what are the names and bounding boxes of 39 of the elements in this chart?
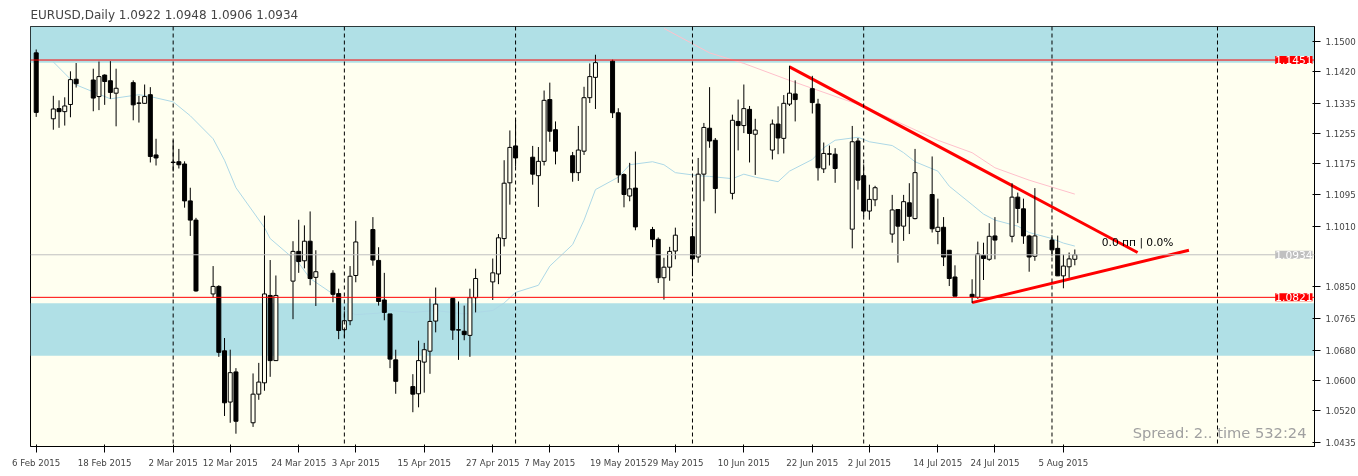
x-tick-label: 24 Mar 2015 bbox=[271, 457, 327, 468]
chart-title: EURUSD,Daily 1.0922 1.0948 1.0906 1.0934 bbox=[30, 7, 299, 22]
x-tick-label: 10 Jun 2015 bbox=[717, 457, 770, 468]
ref-line-label: 1.1451 bbox=[1275, 54, 1313, 68]
y-tick-label: 1.1010 bbox=[1325, 221, 1356, 232]
y-tick-label: 1.1255 bbox=[1325, 129, 1356, 140]
x-tick-label: 29 May 2015 bbox=[647, 457, 704, 468]
y-tick-label: 1.1420 bbox=[1325, 67, 1356, 78]
ref-line-label: 1.0821 bbox=[1275, 291, 1313, 305]
x-tick-label: 19 May 2015 bbox=[590, 457, 647, 468]
x-tick-label: 2 Jul 2015 bbox=[847, 457, 892, 468]
y-tick-label: 1.0765 bbox=[1325, 313, 1356, 324]
y-tick-label: 1.1095 bbox=[1325, 189, 1356, 200]
candlestick bbox=[809, 75, 815, 115]
x-tick-label: 18 Feb 2015 bbox=[77, 457, 132, 468]
x-tick-label: 5 Aug 2015 bbox=[1038, 457, 1089, 468]
x-tick-label: 7 May 2015 bbox=[524, 457, 576, 468]
y-tick-label: 1.0435 bbox=[1325, 438, 1356, 449]
y-tick-label: 1.0520 bbox=[1325, 406, 1356, 417]
y-tick-label: 1.1500 bbox=[1325, 37, 1356, 48]
x-tick-label: 15 Apr 2015 bbox=[397, 457, 452, 468]
candlestick bbox=[473, 268, 479, 313]
x-tick-label: 22 Jun 2015 bbox=[786, 457, 839, 468]
y-tick-label: 1.1335 bbox=[1325, 99, 1356, 110]
x-tick-label: 27 Apr 2015 bbox=[465, 457, 520, 468]
ref-line-label: 1.0934 bbox=[1275, 248, 1313, 262]
y-tick-label: 1.0600 bbox=[1325, 376, 1356, 387]
x-tick-label: 24 Jul 2015 bbox=[970, 457, 1020, 468]
y-tick-label: 1.1175 bbox=[1325, 159, 1356, 170]
x-tick-label: 12 Mar 2015 bbox=[202, 457, 258, 468]
y-tick-label: 1.0680 bbox=[1325, 345, 1356, 356]
x-tick-label: 2 Mar 2015 bbox=[148, 457, 198, 468]
annotation: 0.0 пп | 0.0% bbox=[1101, 235, 1174, 249]
line-series bbox=[663, 27, 1076, 195]
y-tick-label: 1.0850 bbox=[1325, 281, 1356, 292]
x-tick-label: 14 Jul 2015 bbox=[913, 457, 963, 468]
x-tick-label: 3 Apr 2015 bbox=[331, 457, 380, 468]
x-tick-label: 6 Feb 2015 bbox=[12, 457, 61, 468]
annotation: Spread: 2.. time 532:24 bbox=[1132, 423, 1307, 441]
